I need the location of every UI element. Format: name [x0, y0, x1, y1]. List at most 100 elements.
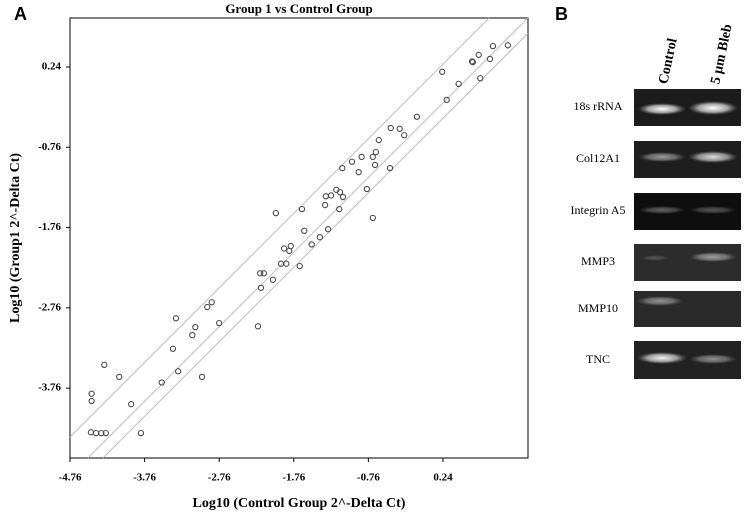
- gel-band: [637, 352, 687, 364]
- scatter-point: [322, 193, 330, 200]
- y-tick-label: -2.76: [38, 301, 61, 313]
- scatter-point: [339, 164, 346, 172]
- x-tick-label: -2.76: [208, 472, 231, 484]
- scatter-point: [396, 125, 403, 132]
- scatter-point: [386, 164, 394, 172]
- scatter-point: [102, 429, 109, 437]
- scatter-point: [175, 368, 182, 375]
- y-tick-label: -1.76: [38, 221, 61, 233]
- gel-row-label: Integrin A5: [571, 203, 626, 217]
- scatter-point: [88, 390, 95, 397]
- gel-row-label: 18s rRNA: [573, 99, 622, 113]
- scatter-point: [486, 55, 494, 63]
- reference-line: [69, 17, 490, 438]
- scatter-point: [204, 303, 211, 311]
- y-tick-label: 0.24: [42, 61, 62, 73]
- scatter-point: [283, 260, 290, 267]
- gel-band: [689, 252, 737, 262]
- scatter-point: [321, 201, 329, 209]
- scatter-point: [198, 373, 206, 381]
- scatter-point: [372, 148, 379, 156]
- scatter-point: [269, 276, 277, 283]
- scatter-point: [439, 68, 446, 75]
- gel-row-label: MMP3: [581, 254, 615, 268]
- scatter-point: [287, 242, 294, 250]
- scatter-point: [443, 96, 450, 104]
- y-tick-label: -0.76: [38, 141, 61, 153]
- gel-images: [634, 89, 741, 379]
- gel: [634, 291, 741, 327]
- scatter-point: [327, 192, 335, 199]
- scatter-point: [301, 227, 308, 234]
- x-tick-label: -1.76: [282, 472, 305, 484]
- scatter-point: [469, 59, 476, 66]
- scatter-point: [280, 245, 288, 252]
- scatter-point: [375, 136, 382, 144]
- gel-band: [641, 255, 669, 261]
- gel-row-label: TNC: [586, 352, 610, 366]
- scatter-point: [336, 205, 343, 213]
- scatter-point: [189, 332, 196, 339]
- scatter-point: [475, 51, 482, 59]
- plot-frame: [69, 17, 529, 459]
- reference-line: [102, 32, 529, 459]
- scatter-point: [101, 361, 108, 369]
- scatter-point: [88, 397, 95, 405]
- scatter-point: [254, 323, 262, 330]
- scatter-point: [336, 189, 344, 196]
- scatter-point: [369, 153, 376, 161]
- scatter-point: [455, 80, 462, 87]
- x-tick-label: -0.76: [357, 472, 380, 484]
- x-tick-label: -3.76: [133, 472, 156, 484]
- scatter-point: [257, 270, 264, 277]
- y-tick-label: -3.76: [38, 382, 61, 394]
- gel-row-label: Col12A1: [576, 151, 620, 165]
- scatter-point: [316, 234, 324, 241]
- gel-column-label: 5 μm Bleb: [708, 23, 735, 86]
- panel-label: A: [14, 4, 27, 24]
- scatter-point: [401, 132, 408, 139]
- x-axis-label: Log10 (Control Group 2^-Delta Ct): [193, 496, 406, 511]
- scatter-point: [137, 429, 145, 437]
- gel-band: [638, 103, 686, 115]
- gel: [634, 244, 741, 281]
- scatter-point: [208, 299, 215, 306]
- gel-band: [636, 296, 684, 306]
- gel-band: [688, 101, 738, 115]
- y-axis-label: Log10 (Group1 2^-Delta Ct): [8, 153, 23, 323]
- gel-band: [688, 151, 738, 163]
- gel-row-label: MMP10: [578, 301, 618, 315]
- scatter-point: [339, 193, 347, 201]
- scatter-point: [324, 226, 332, 233]
- reference-line: [87, 17, 529, 459]
- scatter-point: [369, 214, 376, 222]
- x-tick-label: -4.76: [59, 472, 82, 484]
- scatter-point: [98, 429, 105, 437]
- scatter-point: [272, 209, 280, 217]
- scatter-point: [158, 379, 165, 386]
- chart-title: Group 1 vs Control Group: [225, 1, 372, 16]
- scatter-point: [371, 161, 379, 169]
- scatter-point: [355, 169, 362, 176]
- scatter-point: [489, 42, 497, 50]
- scatter-point: [169, 345, 177, 352]
- scatter-point: [413, 113, 421, 120]
- scatter-point: [504, 42, 512, 49]
- scatter-point: [298, 205, 306, 213]
- scatter-point: [477, 75, 484, 82]
- scatter-point: [116, 373, 123, 381]
- scatter-point: [363, 185, 371, 193]
- gel-band: [638, 152, 686, 162]
- scatter-point: [216, 319, 223, 327]
- scatter-point: [387, 124, 394, 132]
- scatter-point: [92, 429, 100, 437]
- scatter-point: [308, 241, 315, 248]
- scatter-point: [348, 158, 356, 165]
- scatter-point: [172, 315, 180, 322]
- panel-label: B: [555, 4, 568, 24]
- scatter-point: [468, 58, 476, 65]
- gel-column-label: Control: [656, 37, 680, 86]
- scatter-point: [87, 429, 95, 436]
- scatter-point: [358, 153, 365, 161]
